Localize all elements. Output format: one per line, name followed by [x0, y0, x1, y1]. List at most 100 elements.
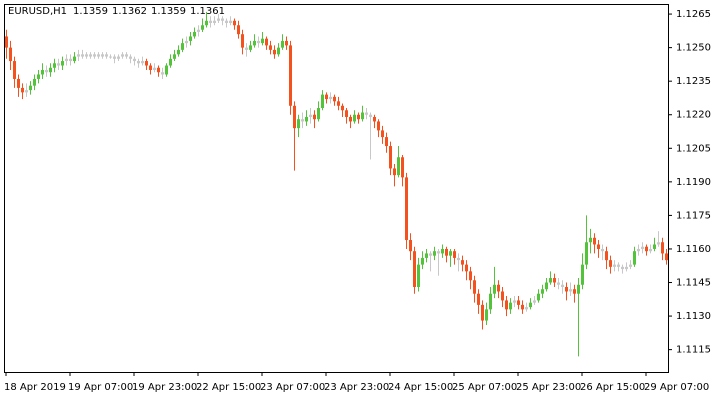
candle-body	[281, 40, 284, 48]
candle-body	[485, 309, 488, 321]
candle-body	[81, 54, 84, 57]
candle-body	[45, 69, 48, 73]
candle-body	[657, 242, 660, 245]
candle-body	[497, 284, 500, 292]
candle-body	[49, 67, 52, 73]
candle-body	[189, 36, 192, 41]
candle-body	[57, 63, 60, 66]
candle-body	[157, 67, 160, 73]
candle-body	[125, 54, 128, 57]
candle-body	[197, 29, 200, 32]
candle-body	[593, 237, 596, 245]
candle-body	[609, 260, 612, 267]
candle-body	[629, 264, 632, 267]
candle-body	[465, 264, 468, 272]
candle-body	[573, 289, 576, 294]
plot-frame	[4, 4, 669, 373]
candle-body	[365, 112, 368, 115]
candle-body	[229, 20, 232, 24]
x-tick-label: 22 Apr 15:00	[196, 382, 261, 393]
candle-body	[533, 300, 536, 303]
candle-body	[537, 293, 540, 301]
candle-body	[321, 94, 324, 109]
candle-body	[385, 137, 388, 147]
x-tick-label: 25 Apr 23:00	[516, 382, 581, 393]
candle-body	[473, 280, 476, 294]
candle-body	[545, 282, 548, 290]
candle-body	[213, 20, 216, 24]
candle-body	[561, 284, 564, 287]
y-tick-label: 1.1130	[676, 311, 711, 322]
candle-body	[121, 54, 124, 57]
candle-body	[217, 18, 220, 21]
candle-body	[621, 266, 624, 270]
candle-body	[245, 47, 248, 50]
candle-body	[433, 251, 436, 256]
candle-body	[597, 244, 600, 249]
candle-body	[505, 300, 508, 310]
x-tick-label: 23 Apr 07:00	[260, 382, 325, 393]
candle-body	[645, 246, 648, 252]
candle-body	[345, 110, 348, 117]
candle-body	[317, 108, 320, 120]
candle-body	[401, 157, 404, 178]
y-tick-label: 1.1160	[676, 244, 711, 255]
x-tick-label: 29 Apr 07:00	[644, 382, 709, 393]
candle-body	[613, 264, 616, 267]
candle-body	[513, 300, 516, 303]
candle-body	[209, 20, 212, 24]
candle-body	[5, 36, 8, 48]
candle-body	[585, 242, 588, 265]
x-tick-label: 19 Apr 07:00	[68, 382, 133, 393]
candle-body	[241, 34, 244, 48]
candle-body	[169, 58, 172, 66]
x-tick-label: 24 Apr 15:00	[388, 382, 453, 393]
x-tick-label: 26 Apr 15:00	[580, 382, 645, 393]
candle-body	[625, 266, 628, 270]
candle-body	[313, 114, 316, 120]
candle-body	[449, 251, 452, 256]
y-tick-label: 1.1190	[676, 177, 711, 188]
candle-body	[309, 114, 312, 117]
candle-body	[461, 260, 464, 265]
candle-body	[409, 240, 412, 252]
candle-body	[353, 114, 356, 122]
candle-body	[569, 289, 572, 292]
candle-body	[521, 304, 524, 310]
candle-body	[25, 90, 28, 93]
candle-body	[641, 246, 644, 249]
candle-body	[581, 264, 584, 285]
candle-body	[193, 31, 196, 37]
y-tick-label: 1.1175	[676, 210, 711, 221]
candle-body	[445, 248, 448, 256]
candle-body	[233, 20, 236, 26]
candle-body	[269, 45, 272, 50]
candle-body	[205, 20, 208, 26]
candle-body	[185, 40, 188, 44]
x-tick-label: 19 Apr 23:00	[132, 382, 197, 393]
candle-body	[393, 168, 396, 176]
x-tick-label: 25 Apr 07:00	[452, 382, 517, 393]
candle-body	[529, 302, 532, 308]
candle-body	[441, 248, 444, 254]
candle-body	[653, 244, 656, 249]
candle-body	[617, 264, 620, 267]
candle-body	[421, 257, 424, 265]
candle-body	[237, 25, 240, 35]
y-tick-label: 1.1205	[676, 143, 711, 154]
candle-body	[469, 271, 472, 281]
y-tick-label: 1.1235	[676, 76, 711, 87]
candle-body	[457, 257, 460, 261]
candle-body	[429, 253, 432, 256]
candle-body	[145, 61, 148, 66]
candle-body	[349, 116, 352, 122]
candle-body	[249, 45, 252, 50]
candle-body	[77, 54, 80, 57]
candle-body	[377, 121, 380, 131]
candle-body	[225, 20, 228, 24]
candle-body	[341, 105, 344, 111]
candle-body	[477, 293, 480, 305]
symbol: EURUSD,H1	[8, 6, 67, 17]
candle-body	[329, 96, 332, 100]
